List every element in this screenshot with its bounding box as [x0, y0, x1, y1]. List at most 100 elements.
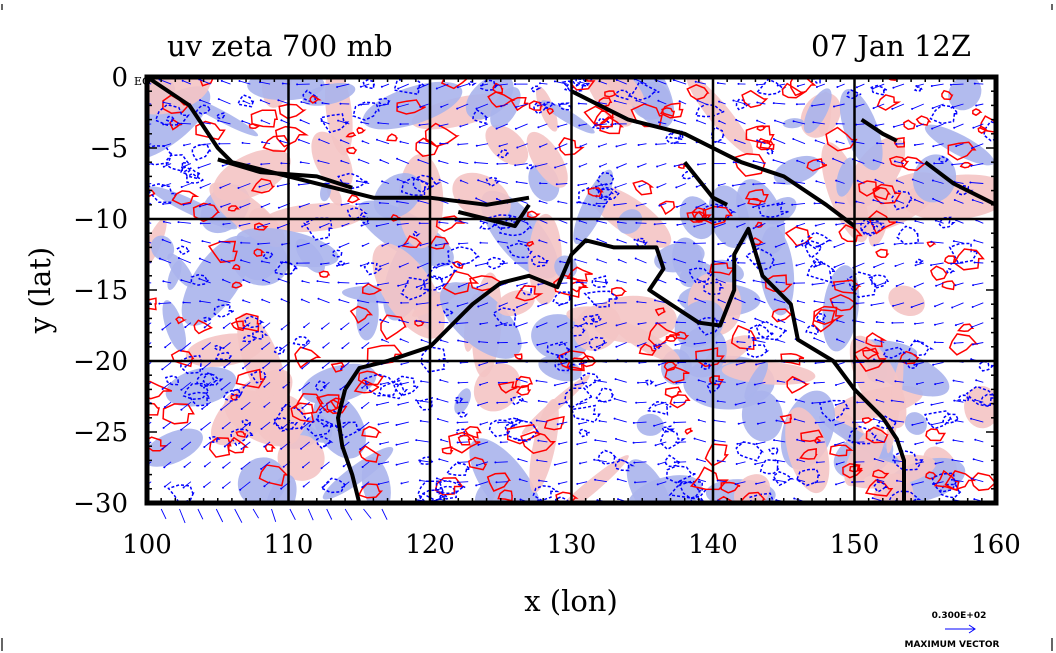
- wind-vector: [298, 139, 310, 145]
- wind-vector: [396, 158, 409, 165]
- wind-vector: [974, 83, 984, 85]
- wind-vector: [400, 141, 409, 145]
- wind-vector: [577, 441, 588, 445]
- wind-vector: [971, 163, 984, 167]
- wind-vector: [361, 121, 370, 125]
- wind-vector: [814, 262, 825, 268]
- wind-vector-head: [243, 506, 245, 508]
- wind-vector: [875, 123, 885, 126]
- wind-vector-head: [736, 383, 738, 386]
- positive-contour: [546, 107, 555, 116]
- positive-contour: [661, 107, 676, 118]
- wind-vector-head: [420, 380, 423, 383]
- wind-vector: [696, 458, 707, 463]
- positive-contour: [227, 205, 240, 212]
- wind-vector-head: [164, 346, 167, 349]
- positive-contour: [526, 240, 535, 247]
- wind-vector: [535, 163, 548, 167]
- wind-vector-head: [633, 461, 636, 464]
- wind-vector-head: [934, 305, 936, 308]
- y-tick-labels: 0−5−10−15−20−25−30: [73, 63, 128, 519]
- wind-vector-head: [162, 101, 165, 104]
- wind-vector-head: [574, 304, 577, 307]
- negative-contour: [165, 115, 176, 122]
- wind-vector: [379, 262, 390, 267]
- wind-vector-head: [698, 260, 700, 263]
- wind-vector-head: [300, 447, 303, 450]
- wind-vector: [478, 441, 489, 446]
- wind-vector: [854, 242, 865, 247]
- wind-vector: [658, 100, 667, 105]
- wind-vector-head: [515, 180, 518, 183]
- negative-contour: [195, 104, 211, 115]
- wind-vector-head: [794, 398, 797, 401]
- wind-vector: [303, 342, 310, 349]
- wind-vector-head: [238, 224, 241, 227]
- wind-vector-head: [892, 459, 895, 462]
- wind-vector: [163, 143, 172, 147]
- wind-vector-head: [894, 265, 897, 267]
- wind-vector-head: [322, 445, 325, 448]
- negative-contour: [543, 101, 556, 109]
- wind-vector: [360, 83, 370, 88]
- wind-vector: [577, 322, 588, 327]
- wind-vector: [895, 262, 905, 267]
- positive-contour: [941, 89, 954, 101]
- wind-vector: [736, 381, 746, 385]
- wind-vector: [339, 242, 350, 248]
- wind-vector: [440, 439, 449, 443]
- negative-vorticity-patch: [362, 81, 463, 130]
- wind-vector-head: [613, 99, 616, 102]
- wind-vector-head: [321, 366, 324, 369]
- wind-vector-head: [815, 180, 818, 183]
- wind-vector: [401, 361, 409, 365]
- wind-vector-head: [381, 180, 384, 183]
- wind-vector: [795, 242, 806, 248]
- wind-vector: [242, 142, 251, 145]
- wind-vector-head: [378, 201, 381, 204]
- wind-vector-head: [355, 180, 358, 182]
- wind-vector-head: [535, 419, 538, 422]
- wind-vector-head: [514, 127, 517, 130]
- wind-vector: [597, 259, 608, 264]
- wind-vector: [577, 202, 588, 204]
- wind-vector-head: [617, 258, 620, 261]
- wind-vector-head: [558, 403, 561, 406]
- wind-vector: [515, 123, 528, 130]
- wind-vector: [932, 103, 944, 109]
- wind-vector-head: [417, 178, 420, 181]
- wind-vector-head: [261, 298, 264, 301]
- wind-vector: [539, 200, 548, 204]
- wind-vector-head: [336, 264, 339, 267]
- positive-contour: [235, 430, 247, 438]
- wind-vector-head: [914, 322, 916, 325]
- wind-vector: [674, 258, 687, 264]
- wind-vector-head: [515, 378, 518, 381]
- wind-vector-head: [635, 99, 638, 102]
- wind-vector-head: [456, 86, 459, 89]
- positive-contour: [865, 332, 888, 348]
- wind-vector: [457, 302, 469, 307]
- wind-vector: [912, 179, 924, 184]
- wind-vector: [459, 262, 469, 267]
- wind-vector-head: [656, 186, 659, 189]
- wind-vector: [320, 202, 330, 207]
- wind-vector-head: [457, 381, 460, 384]
- positive-contour: [720, 481, 741, 494]
- wind-vector: [477, 282, 489, 288]
- wind-vector-head: [141, 449, 143, 451]
- wind-vector-head: [514, 262, 517, 265]
- wind-vector-head: [222, 223, 225, 226]
- wind-vector-head: [593, 303, 595, 306]
- wind-vector: [593, 302, 607, 305]
- wind-vector-head: [557, 482, 560, 485]
- wind-vector-head: [953, 399, 956, 402]
- wind-vector-head: [893, 243, 896, 246]
- wind-vector: [914, 361, 924, 366]
- wind-vector: [479, 361, 489, 366]
- wind-vector-head: [398, 319, 401, 322]
- wind-vector-head: [317, 159, 320, 162]
- wind-vector: [323, 381, 330, 388]
- wind-vector: [580, 143, 588, 147]
